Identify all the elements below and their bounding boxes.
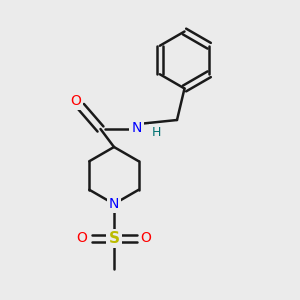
Text: N: N	[109, 197, 119, 211]
Text: N: N	[131, 121, 142, 134]
Text: O: O	[70, 94, 81, 107]
Text: S: S	[109, 231, 119, 246]
Text: H: H	[151, 126, 161, 139]
Text: O: O	[76, 232, 87, 245]
Text: O: O	[141, 232, 152, 245]
